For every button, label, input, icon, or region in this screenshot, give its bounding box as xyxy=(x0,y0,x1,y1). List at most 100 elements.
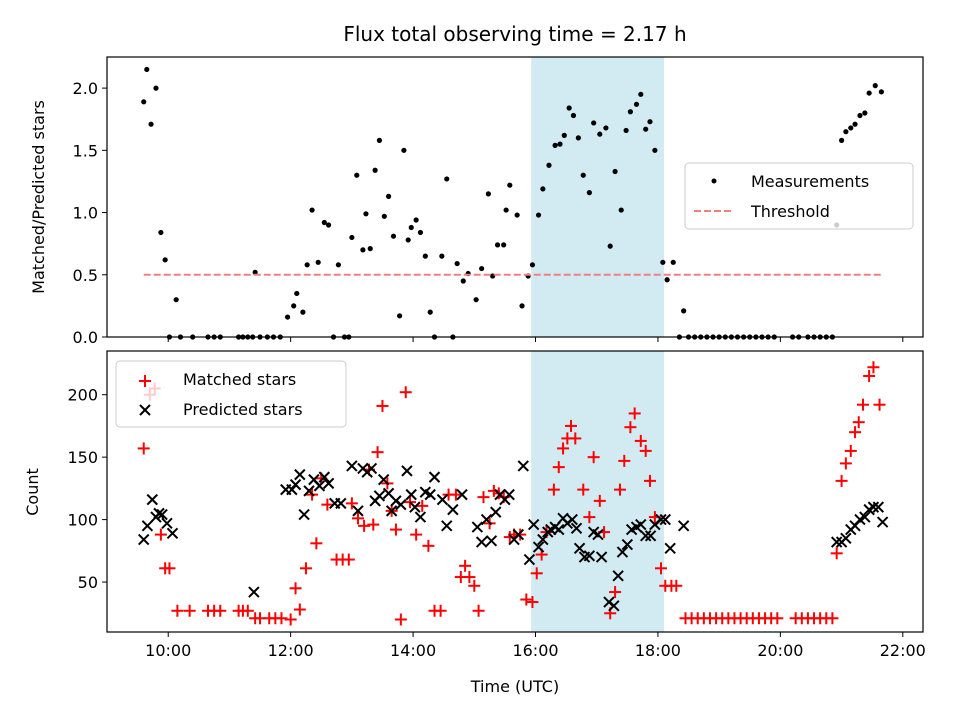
predicted-star-point xyxy=(512,528,525,541)
predicted-star-point xyxy=(436,493,449,506)
matched-star-point xyxy=(367,518,380,531)
measurement-point xyxy=(335,262,341,268)
measurement-point xyxy=(575,135,581,141)
predicted-star-point xyxy=(532,541,545,553)
matched-star-point xyxy=(459,559,472,572)
axes-frame xyxy=(106,350,924,633)
chart-title: Flux total observing time = 2.17 h xyxy=(343,22,686,46)
measurement-point xyxy=(557,141,563,147)
predicted-star-point xyxy=(859,511,871,523)
measurement-point xyxy=(603,125,609,131)
y-tick-label: 1.0 xyxy=(73,204,98,223)
measurement-point xyxy=(580,172,586,178)
predicted-star-point xyxy=(523,553,536,566)
series-measurements xyxy=(141,66,884,340)
measurement-point xyxy=(848,125,854,131)
predicted-star-point xyxy=(876,516,889,528)
measurement-point xyxy=(422,253,428,259)
matched-star-point xyxy=(547,483,560,496)
predicted-star-point xyxy=(867,501,880,513)
measurement-point xyxy=(479,265,485,272)
predicted-star-point xyxy=(595,551,608,563)
predicted-star-point xyxy=(608,600,620,612)
matched-star-point xyxy=(577,483,590,496)
top-legend: Measurements Threshold xyxy=(684,162,914,230)
matched-star-point xyxy=(468,579,481,592)
matched-star-point xyxy=(389,523,402,536)
predicted-star-point xyxy=(373,490,386,502)
predicted-star-point xyxy=(517,460,529,472)
matched-star-point xyxy=(839,457,852,470)
measurement-point xyxy=(439,253,445,259)
measurement-point xyxy=(460,278,466,284)
x-tick-label: 12:00 xyxy=(268,641,314,660)
matched-star-point xyxy=(826,612,839,625)
matched-star-point xyxy=(520,593,533,606)
matched-star-point xyxy=(835,474,848,487)
measurement-point xyxy=(325,222,332,228)
legend-measurements-label: Measurements xyxy=(751,172,869,191)
measurement-point xyxy=(385,193,392,199)
matched-star-point xyxy=(643,474,656,487)
predicted-star-point xyxy=(573,542,586,555)
matched-star-point xyxy=(552,461,565,474)
measurement-point xyxy=(507,182,513,188)
measurement-point xyxy=(173,297,179,303)
matched-star-point xyxy=(163,562,176,575)
matched-star-point xyxy=(214,604,227,617)
legend-matched-marker xyxy=(139,375,151,387)
measurement-point xyxy=(503,207,509,213)
measurement-point xyxy=(401,147,407,153)
measurement-point xyxy=(627,109,633,115)
predicted-star-point xyxy=(872,501,885,513)
measurement-point xyxy=(417,229,424,236)
predicted-star-point xyxy=(621,538,634,551)
measurement-point xyxy=(304,262,310,268)
matched-star-point xyxy=(310,537,323,550)
measurement-point xyxy=(570,112,577,119)
measurement-point xyxy=(381,213,387,219)
predicted-star-point xyxy=(298,508,310,521)
predicted-star-point xyxy=(677,520,690,532)
measurement-point xyxy=(586,190,592,196)
predicted-star-point xyxy=(313,480,326,492)
matched-star-point xyxy=(410,528,423,541)
measurement-point xyxy=(519,303,525,309)
observing-window-span xyxy=(531,57,665,337)
predicted-star-point xyxy=(385,505,398,517)
predicted-star-point xyxy=(570,522,583,535)
y-tick-label: 100 xyxy=(67,511,98,530)
measurement-point xyxy=(566,105,572,111)
measurement-point xyxy=(633,101,640,107)
predicted-star-point xyxy=(644,530,657,542)
predicted-star-point xyxy=(664,542,676,555)
y-tick-label: 200 xyxy=(67,386,98,405)
x-tick-label: 20:00 xyxy=(757,641,803,660)
measurement-point xyxy=(652,147,658,153)
matched-star-point xyxy=(852,416,865,429)
measurement-point xyxy=(144,66,150,73)
matched-star-point xyxy=(394,613,407,626)
matched-star-point xyxy=(613,483,626,496)
predicted-star-point xyxy=(635,518,647,531)
measurement-point xyxy=(647,119,653,125)
observing-window-span xyxy=(531,351,665,632)
measurement-point xyxy=(309,207,315,213)
measurement-point xyxy=(408,224,414,231)
measurement-point xyxy=(427,309,433,315)
matched-star-point xyxy=(867,361,880,374)
predicted-star-point xyxy=(616,546,629,558)
predicted-star-point xyxy=(401,465,413,477)
matched-star-point xyxy=(171,604,184,617)
predicted-star-point xyxy=(659,513,671,526)
predicted-star-point xyxy=(138,533,150,546)
measurement-point xyxy=(367,246,373,252)
legend-predicted-label: Predicted stars xyxy=(183,400,303,419)
predicted-star-point xyxy=(490,506,502,518)
matched-star-point xyxy=(654,562,667,575)
measurement-point xyxy=(291,303,297,309)
predicted-star-point xyxy=(405,488,417,501)
top-legend-box xyxy=(684,162,914,230)
measurement-point xyxy=(843,129,849,135)
